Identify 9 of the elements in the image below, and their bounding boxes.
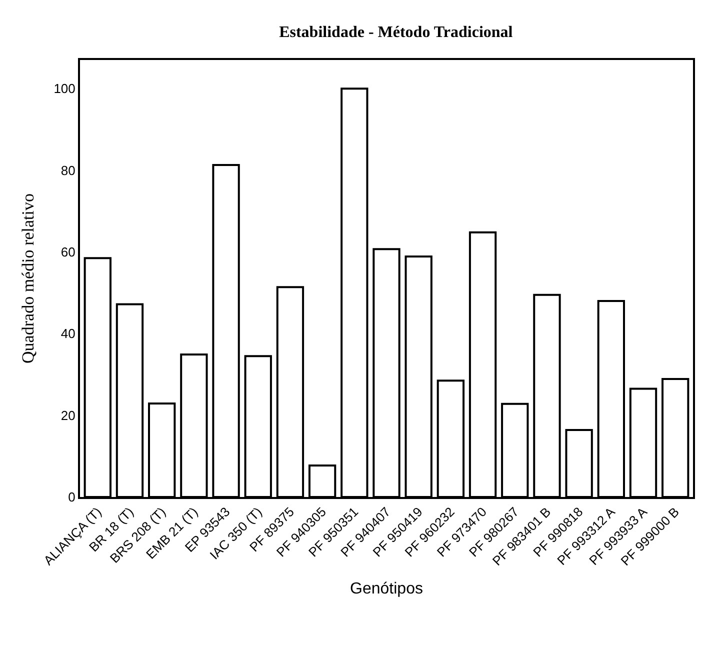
y-tick-label: 80 <box>60 162 76 178</box>
y-axis-title: Quadrado médio relativo <box>18 194 38 364</box>
x-axis-title: Genótipos <box>350 580 423 598</box>
y-tick-label: 40 <box>60 326 76 342</box>
y-tick-label: 20 <box>60 408 76 423</box>
chart-title: Estabilidade - Método Tradicional <box>279 24 514 42</box>
y-tick-label: 0 <box>68 490 76 505</box>
y-tick-label: 60 <box>60 244 76 260</box>
y-tick-label: 100 <box>54 81 76 96</box>
